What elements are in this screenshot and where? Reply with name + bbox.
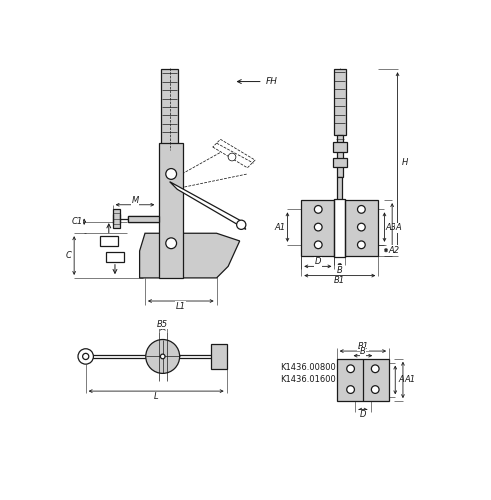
Bar [334, 69, 346, 134]
Text: C1: C1 [72, 217, 83, 226]
Bar [301, 200, 378, 256]
Circle shape [347, 365, 355, 372]
Text: B1: B1 [334, 276, 345, 285]
Bar [337, 359, 389, 401]
Polygon shape [161, 69, 178, 146]
Circle shape [314, 223, 322, 231]
Text: D: D [359, 410, 366, 420]
Bar [211, 344, 227, 369]
Text: L1: L1 [176, 302, 186, 311]
Circle shape [78, 349, 93, 364]
Circle shape [146, 340, 180, 374]
Text: A: A [395, 224, 401, 232]
Circle shape [166, 238, 177, 248]
Text: B5: B5 [157, 320, 168, 328]
Text: A: A [399, 376, 404, 384]
Circle shape [357, 241, 365, 248]
Text: FH: FH [266, 77, 278, 86]
Text: A2: A2 [388, 246, 399, 254]
Circle shape [314, 206, 322, 213]
Text: K1436.00800: K1436.00800 [280, 364, 335, 372]
Circle shape [357, 223, 365, 231]
Bar [337, 134, 343, 177]
Text: K1436.01600: K1436.01600 [280, 375, 335, 384]
Circle shape [166, 168, 177, 179]
Text: D: D [315, 257, 321, 266]
Circle shape [161, 354, 165, 359]
Text: B: B [360, 348, 366, 356]
Text: C: C [66, 251, 72, 260]
Polygon shape [169, 182, 246, 230]
Circle shape [82, 354, 89, 360]
Text: B1: B1 [357, 342, 368, 351]
Bar [106, 252, 124, 262]
Polygon shape [128, 216, 159, 222]
Polygon shape [139, 233, 240, 278]
Polygon shape [159, 143, 184, 278]
Circle shape [371, 365, 379, 372]
Circle shape [237, 220, 246, 230]
Circle shape [357, 206, 365, 213]
Text: A3: A3 [386, 222, 397, 232]
Bar [112, 210, 120, 228]
Circle shape [228, 153, 236, 161]
Text: A1: A1 [404, 376, 415, 384]
Bar [337, 177, 342, 200]
Text: F3: F3 [109, 252, 120, 261]
Bar [333, 158, 347, 167]
Circle shape [371, 386, 379, 394]
Bar [100, 236, 118, 246]
Circle shape [347, 386, 355, 394]
Bar [333, 142, 347, 152]
Text: F1: F1 [104, 236, 114, 244]
Text: H: H [401, 158, 408, 167]
Text: L: L [154, 392, 159, 401]
Circle shape [314, 241, 322, 248]
Text: M: M [132, 196, 138, 205]
Bar [334, 198, 345, 257]
Text: A1: A1 [275, 222, 286, 232]
Text: B: B [337, 266, 343, 274]
